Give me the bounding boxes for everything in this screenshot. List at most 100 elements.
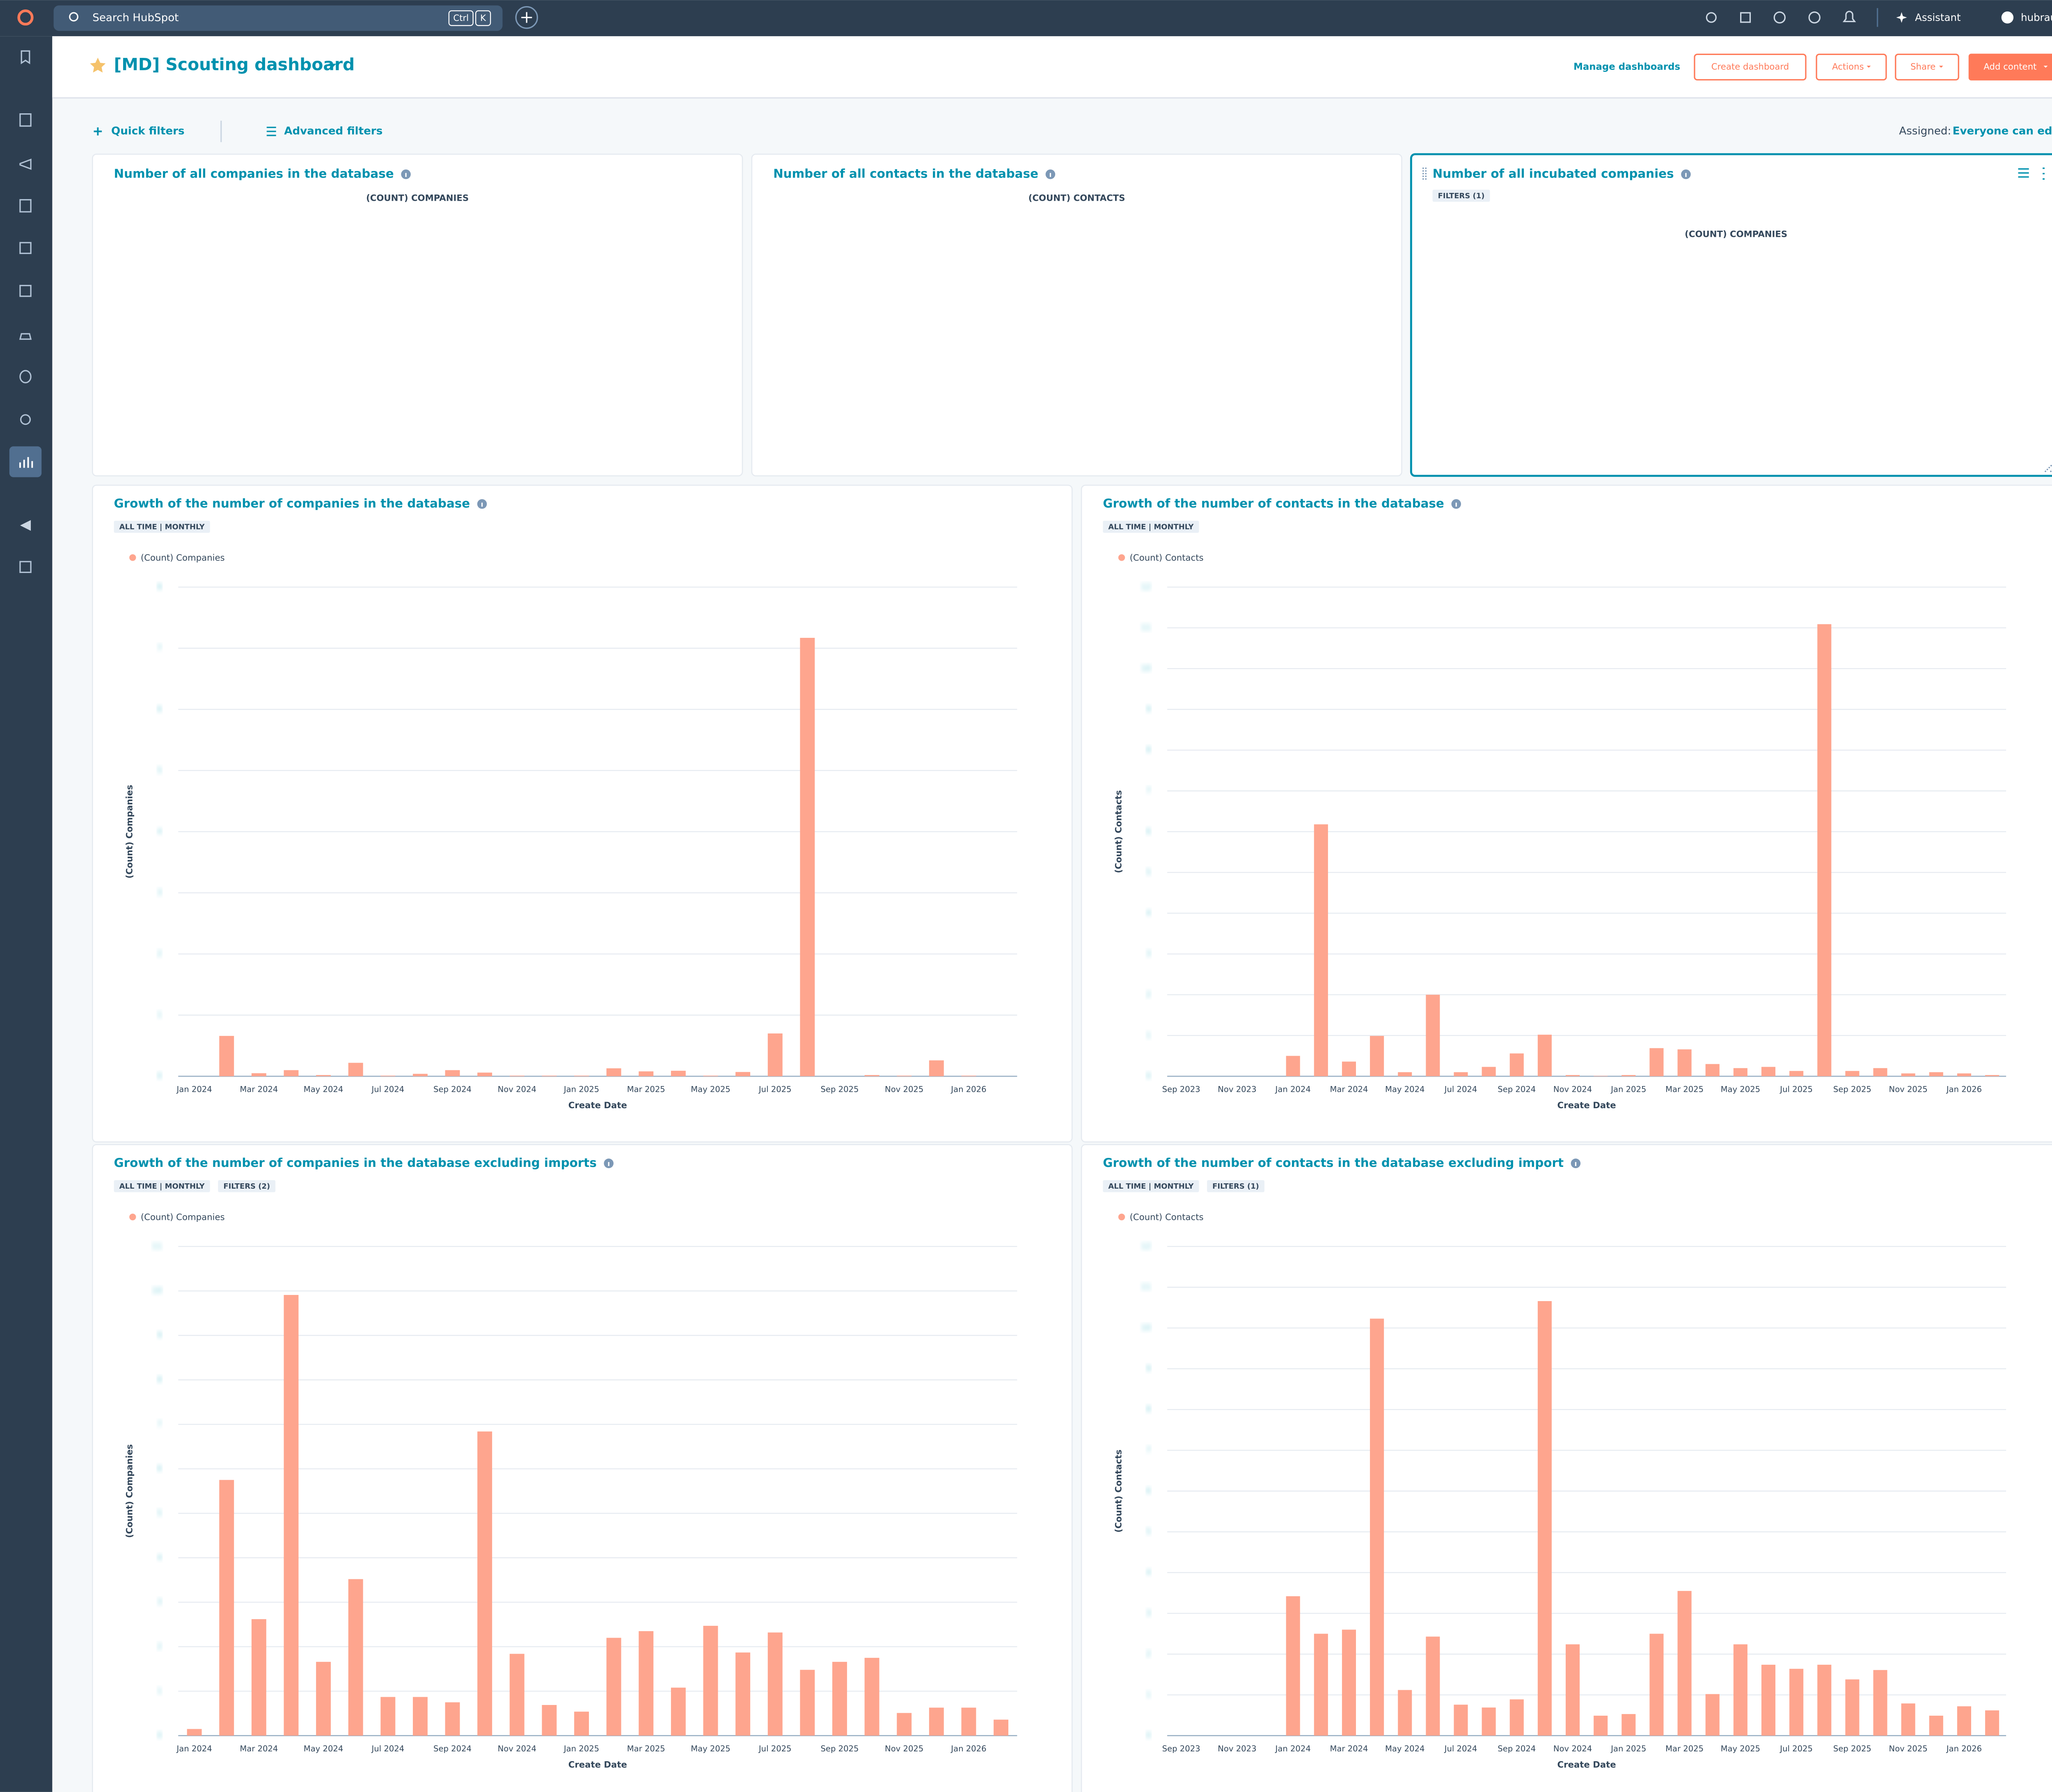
search-placeholder: Search HubSpot <box>92 12 179 24</box>
x-tick-label: Nov 2025 <box>885 1084 923 1094</box>
x-tick-label: Mar 2024 <box>240 1084 278 1094</box>
button[interactable] <box>1816 53 1887 81</box>
y-tick-label: 9 <box>157 1330 162 1340</box>
bar <box>735 1072 751 1077</box>
contacts-icon[interactable] <box>19 113 32 127</box>
bar <box>1733 1068 1747 1077</box>
x-tick-label: Sep 2023 <box>1162 1084 1200 1094</box>
create-dashboard[interactable]: Create dashboard <box>1711 62 1789 72</box>
bar <box>1789 1071 1804 1077</box>
y-tick-label: 9 <box>1146 1363 1151 1373</box>
x-tick-label: May 2024 <box>304 1084 344 1094</box>
card-title[interactable]: Number of all companies in the database <box>114 167 394 181</box>
call-icon[interactable] <box>1706 12 1717 23</box>
settings-icon[interactable] <box>1808 11 1821 24</box>
manage-dashboards[interactable]: Manage dashboards <box>1573 62 1680 72</box>
top-icons <box>1706 11 1856 24</box>
bar <box>1482 1707 1496 1736</box>
x-tick-label: Mar 2025 <box>1665 1744 1704 1753</box>
y-tick-label: 0 <box>157 1071 162 1081</box>
x-tick-label: May 2024 <box>304 1744 344 1753</box>
y-tick-label: 3 <box>157 1597 162 1606</box>
notifications-icon[interactable] <box>1842 11 1856 23</box>
card-title[interactable]: Number of all incubated companies <box>1433 167 1674 181</box>
x-tick-label: Nov 2025 <box>885 1744 923 1753</box>
x-tick-label: Jan 2025 <box>1610 1744 1646 1753</box>
y-tick-label: 5 <box>1146 867 1151 877</box>
y-tick-label: 2 <box>1146 990 1151 999</box>
card-title[interactable]: Number of all contacts in the database <box>773 167 1038 181</box>
breeze-icon[interactable] <box>20 520 31 531</box>
assigned-value[interactable]: Everyone can edit <box>1953 125 2052 137</box>
help-icon[interactable] <box>1773 11 1786 24</box>
quick-filters[interactable]: Quick filters <box>111 125 185 137</box>
drag-handle[interactable] <box>1422 167 1427 181</box>
avatar[interactable] <box>2001 11 2014 24</box>
content-icon[interactable] <box>19 199 32 213</box>
bar <box>316 1075 331 1077</box>
bar <box>1901 1703 1915 1736</box>
bookmarks-icon[interactable] <box>21 50 30 64</box>
marketplace-icon[interactable] <box>1740 12 1751 23</box>
actions[interactable]: Actions <box>1832 62 1864 72</box>
filter-button[interactable] <box>2018 168 2029 178</box>
y-tick-label: 1 <box>1146 1030 1151 1040</box>
y-tick-label: 6 <box>1146 827 1151 836</box>
bar <box>574 1712 589 1736</box>
x-tick-label: Nov 2023 <box>1218 1084 1256 1094</box>
add-content[interactable]: Add content <box>1983 62 2036 72</box>
resize-handle[interactable] <box>2044 460 2052 472</box>
card-title[interactable]: Growth of the number of contacts in the … <box>1103 1156 1564 1170</box>
sidebar-icons <box>9 50 42 573</box>
add-button[interactable] <box>515 6 538 29</box>
search-box[interactable] <box>53 5 503 31</box>
button[interactable] <box>1694 53 1807 81</box>
bar <box>1370 1318 1384 1736</box>
y-tick-label: 11 <box>1141 623 1151 632</box>
legend-marker <box>129 1213 136 1221</box>
bar <box>606 1638 621 1736</box>
bar <box>1817 1664 1832 1736</box>
bar <box>929 1707 944 1736</box>
legend-label[interactable]: (Count) Companies <box>141 553 225 563</box>
logo[interactable] <box>17 9 34 26</box>
advanced-filters[interactable]: Advanced filters <box>284 125 382 137</box>
reporting-active[interactable] <box>9 446 42 477</box>
sales-icon[interactable] <box>19 242 32 254</box>
favorite-star[interactable] <box>90 57 106 73</box>
y-tick-label: 9 <box>1146 704 1151 714</box>
bar <box>735 1652 751 1736</box>
data-icon[interactable] <box>19 370 32 384</box>
card-title[interactable]: Growth of the number of companies in the… <box>114 496 470 510</box>
dashboard-title[interactable]: [MD] Scouting dashboard <box>114 55 355 74</box>
bar <box>767 1632 783 1736</box>
dev-icon[interactable] <box>19 561 32 573</box>
button[interactable] <box>1895 53 1959 81</box>
button[interactable] <box>1968 53 2052 81</box>
assistant-button[interactable]: Assistant <box>1915 11 1961 23</box>
card <box>751 154 1402 477</box>
bar <box>1454 1072 1468 1077</box>
y-tick-label: 7 <box>1146 1445 1151 1455</box>
y-tick-label: 5 <box>157 1508 162 1517</box>
share[interactable]: Share <box>1910 62 1935 72</box>
card-title[interactable]: Growth of the number of companies in the… <box>114 1156 597 1170</box>
bar <box>1649 1634 1664 1736</box>
account-menu[interactable]: hubraum <box>2021 11 2052 23</box>
automation-icon[interactable] <box>20 414 31 425</box>
service-icon[interactable] <box>19 333 32 340</box>
card-title[interactable]: Growth of the number of contacts in the … <box>1103 496 1444 510</box>
legend-label[interactable]: (Count) Contacts <box>1130 553 1204 563</box>
bar <box>1985 1075 1999 1077</box>
bar <box>1733 1644 1747 1736</box>
bar <box>1873 1670 1887 1736</box>
legend-label[interactable]: (Count) Contacts <box>1130 1212 1204 1223</box>
marketing-icon[interactable] <box>19 158 32 170</box>
commerce-icon[interactable] <box>19 285 32 297</box>
x-tick-label: Sep 2023 <box>1162 1744 1200 1753</box>
legend-label[interactable]: (Count) Companies <box>141 1212 225 1223</box>
caret <box>328 64 337 68</box>
y-tick-label: 5 <box>157 765 162 775</box>
bar <box>1314 1634 1328 1736</box>
